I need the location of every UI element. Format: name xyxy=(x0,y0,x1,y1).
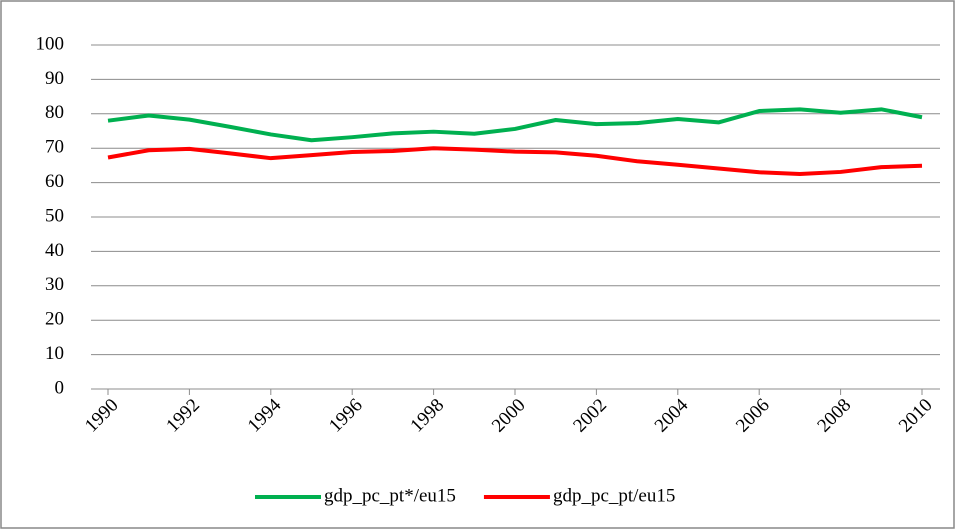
y-tick-label: 40 xyxy=(45,240,64,261)
y-tick-label: 30 xyxy=(45,274,64,295)
series-line xyxy=(107,146,923,176)
series-line xyxy=(107,107,923,143)
y-tick-label: 100 xyxy=(36,33,65,54)
y-tick-label: 80 xyxy=(45,102,64,123)
y-tick-label: 70 xyxy=(45,137,64,158)
legend-label: gdp_pc_pt*/eu15 xyxy=(324,485,456,506)
y-tick-label: 20 xyxy=(45,309,64,330)
y-tick-label: 50 xyxy=(45,205,64,226)
legend-label: gdp_pc_pt/eu15 xyxy=(553,485,675,506)
y-tick-label: 10 xyxy=(45,343,64,364)
y-tick-label: 60 xyxy=(45,171,64,192)
y-tick-label: 0 xyxy=(55,377,65,398)
y-tick-label: 90 xyxy=(45,68,64,89)
